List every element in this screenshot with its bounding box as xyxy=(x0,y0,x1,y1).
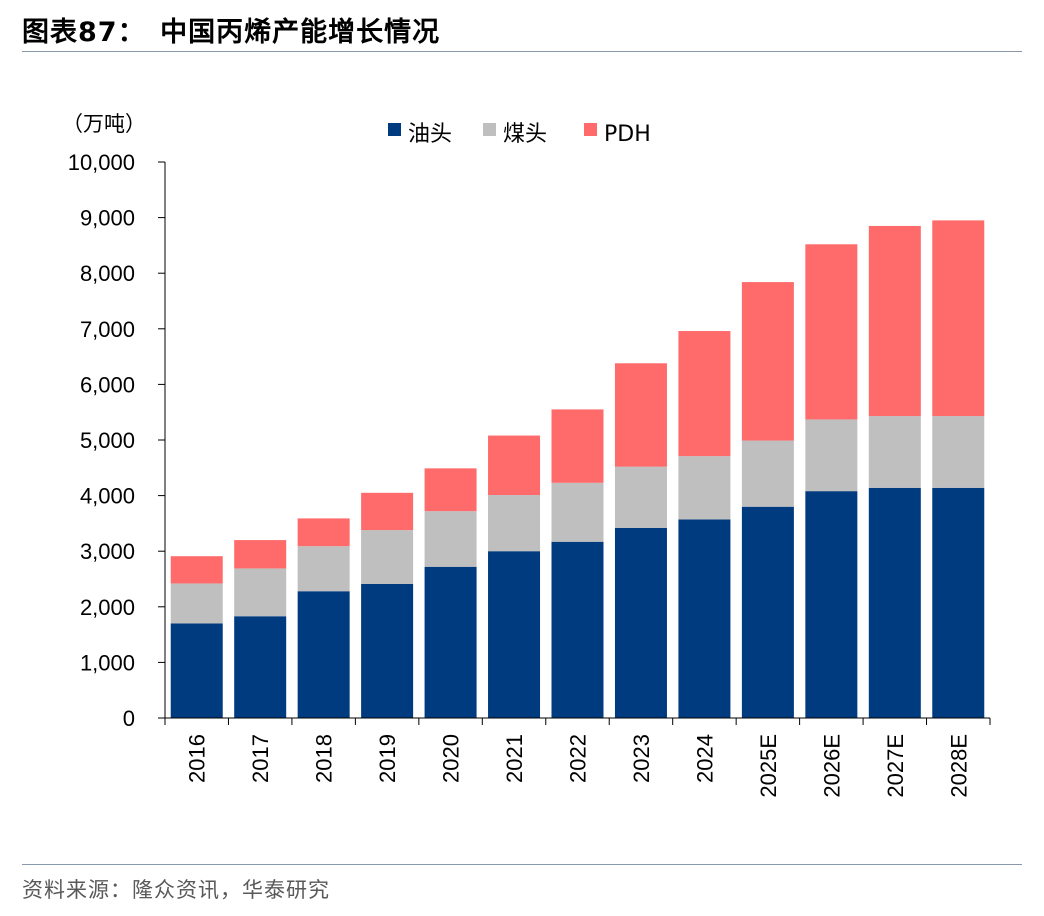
legend-label-油头: 油头 xyxy=(408,122,452,147)
y-tick-label: 7,000 xyxy=(80,317,135,342)
x-tick-label: 2027E xyxy=(883,734,908,798)
bars-group xyxy=(170,220,985,718)
bar-segment-2017-油头 xyxy=(234,616,287,718)
x-tick-label: 2024 xyxy=(692,734,717,783)
x-tick-label: 2023 xyxy=(629,734,654,783)
x-axis: 2016 2017 2018 2019 2020 2021 2022 2023 2024 2025… xyxy=(164,717,991,798)
legend-swatch-油头 xyxy=(388,123,401,136)
bar-segment-2027E-PDH xyxy=(868,225,921,417)
x-tick-label: 2020 xyxy=(439,734,464,783)
bar-segment-2023-PDH xyxy=(614,363,667,467)
source-note: 资料来源：隆众资讯，华泰研究 xyxy=(22,878,330,902)
y-tick-label: 1,000 xyxy=(80,650,135,675)
bar-segment-2020-油头 xyxy=(424,566,477,718)
bar-segment-2016-PDH xyxy=(170,556,223,584)
x-tick-label: 2018 xyxy=(312,734,337,783)
bar-segment-2026E-油头 xyxy=(805,491,858,718)
legend-swatch-煤头 xyxy=(483,123,496,136)
bar-segment-2019-PDH xyxy=(361,492,414,531)
bar-segment-2016-油头 xyxy=(170,623,223,718)
bar-segment-2028E-煤头 xyxy=(932,416,985,488)
x-tick-label: 2022 xyxy=(566,734,591,783)
y-tick-label: 8,000 xyxy=(80,261,135,286)
bar-segment-2019-煤头 xyxy=(361,530,414,585)
y-axis: 0 1,000 2,000 3,000 4,000 5,000 6,000 7,000 8,00… xyxy=(68,150,166,731)
bar-segment-2018-煤头 xyxy=(297,546,350,592)
bar-segment-2021-油头 xyxy=(488,551,541,718)
legend-label-煤头: 煤头 xyxy=(503,122,547,147)
y-tick-label: 5,000 xyxy=(80,428,135,453)
bar-segment-2028E-PDH xyxy=(932,220,985,417)
y-tick-label: 2,000 xyxy=(80,595,135,620)
bar-segment-2023-油头 xyxy=(614,527,667,718)
bottom-rule xyxy=(22,864,1022,865)
bar-segment-2019-油头 xyxy=(361,584,414,718)
y-axis-unit-label: （万吨） xyxy=(62,112,146,136)
y-tick-label: 4,000 xyxy=(80,484,135,509)
bar-segment-2022-煤头 xyxy=(551,482,604,542)
bar-segment-2027E-煤头 xyxy=(868,416,921,488)
bar-segment-2020-PDH xyxy=(424,468,477,512)
bar-segment-2024-煤头 xyxy=(678,456,731,520)
bar-segment-2017-煤头 xyxy=(234,568,287,617)
x-tick-label: 2017 xyxy=(248,734,273,783)
chart-legend: 油头 煤头 PDH xyxy=(388,122,651,147)
y-tick-label: 0 xyxy=(123,706,135,731)
bar-segment-2024-油头 xyxy=(678,519,731,718)
x-tick-label: 2021 xyxy=(502,734,527,783)
legend-swatch-PDH xyxy=(584,123,597,136)
bar-segment-2025E-PDH xyxy=(741,282,794,441)
x-tick-label: 2026E xyxy=(819,734,844,798)
bar-segment-2026E-PDH xyxy=(805,244,858,420)
bar-segment-2027E-油头 xyxy=(868,487,921,718)
bar-segment-2020-煤头 xyxy=(424,511,477,567)
x-tick-label: 2016 xyxy=(185,734,210,783)
bar-segment-2018-PDH xyxy=(297,518,350,547)
bar-segment-2018-油头 xyxy=(297,591,350,718)
bar-segment-2021-PDH xyxy=(488,435,541,496)
bar-segment-2017-PDH xyxy=(234,540,287,569)
figure-title: 图表87： 中国丙烯产能增长情况 xyxy=(22,17,441,48)
y-tick-label: 10,000 xyxy=(68,150,135,175)
y-tick-label: 9,000 xyxy=(80,206,135,231)
bar-segment-2024-PDH xyxy=(678,331,731,457)
bar-segment-2026E-煤头 xyxy=(805,419,858,492)
bar-segment-2022-PDH xyxy=(551,409,604,483)
top-rule xyxy=(22,51,1022,52)
x-tick-label: 2028E xyxy=(946,734,971,798)
bar-segment-2016-煤头 xyxy=(170,583,223,624)
legend-label-PDH: PDH xyxy=(604,122,651,147)
bar-segment-2025E-油头 xyxy=(741,506,794,718)
y-tick-label: 3,000 xyxy=(80,539,135,564)
bar-segment-2021-煤头 xyxy=(488,495,541,552)
x-tick-label: 2025E xyxy=(756,734,781,798)
bar-segment-2023-煤头 xyxy=(614,466,667,528)
bar-segment-2025E-煤头 xyxy=(741,440,794,507)
bar-segment-2022-油头 xyxy=(551,541,604,718)
bar-segment-2028E-油头 xyxy=(932,487,985,718)
x-tick-label: 2019 xyxy=(375,734,400,783)
y-tick-label: 6,000 xyxy=(80,372,135,397)
